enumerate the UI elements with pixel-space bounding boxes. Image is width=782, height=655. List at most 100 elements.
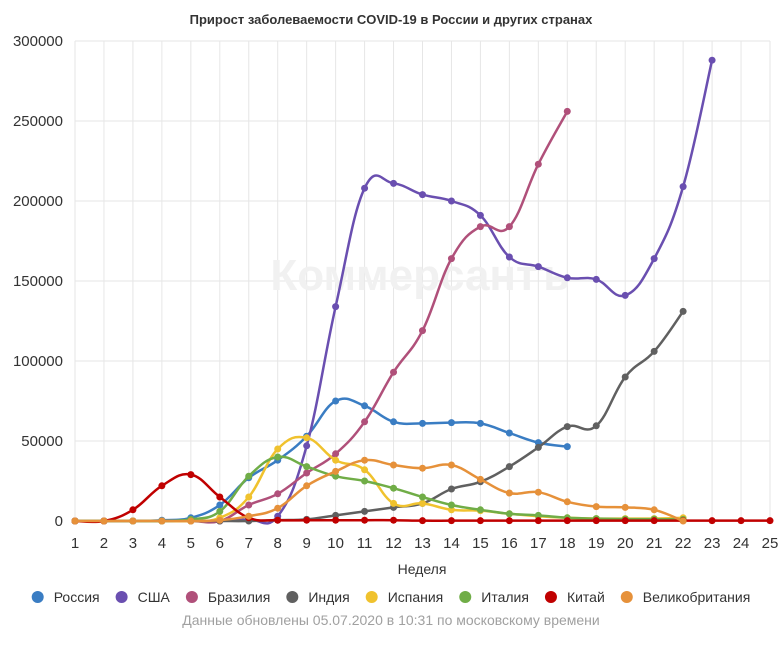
data-point bbox=[419, 191, 426, 199]
data-point bbox=[476, 517, 484, 525]
legend-label: Россия bbox=[54, 589, 100, 605]
data-point bbox=[592, 275, 600, 283]
data-point bbox=[447, 461, 455, 469]
y-tick-label: 50000 bbox=[21, 433, 63, 450]
data-point bbox=[390, 179, 398, 187]
y-tick-label: 300000 bbox=[13, 33, 63, 50]
x-tick-label: 7 bbox=[245, 535, 253, 552]
data-point bbox=[390, 499, 398, 507]
data-point bbox=[534, 488, 542, 496]
data-point bbox=[476, 506, 484, 514]
x-tick-label: 15 bbox=[472, 535, 489, 552]
data-point bbox=[274, 490, 282, 498]
series-line bbox=[74, 310, 685, 523]
data-point bbox=[534, 439, 542, 447]
data-point bbox=[708, 56, 716, 64]
data-point bbox=[361, 516, 369, 524]
x-tick-label: 21 bbox=[646, 535, 663, 552]
legend-item[interactable]: Россия bbox=[31, 589, 100, 605]
data-point bbox=[419, 419, 426, 427]
data-point bbox=[332, 450, 340, 458]
legend-item[interactable]: Китай bbox=[544, 589, 605, 605]
data-point bbox=[737, 517, 745, 525]
x-tick-label: 11 bbox=[357, 535, 373, 552]
data-point bbox=[505, 463, 513, 471]
data-point bbox=[245, 512, 253, 520]
data-point bbox=[505, 510, 513, 518]
legend-label: Италия bbox=[481, 589, 529, 605]
data-point bbox=[332, 511, 340, 519]
x-tick-label: 23 bbox=[704, 535, 721, 552]
data-point bbox=[361, 184, 369, 192]
data-point bbox=[419, 464, 426, 472]
x-tick-label: 5 bbox=[187, 535, 195, 552]
data-point bbox=[447, 255, 455, 263]
data-point bbox=[303, 482, 311, 490]
legend-label: Бразилия bbox=[208, 589, 270, 605]
data-point bbox=[361, 477, 369, 485]
data-point bbox=[650, 506, 658, 514]
series-2 bbox=[71, 107, 571, 525]
legend-label: Индия bbox=[308, 589, 349, 605]
data-point bbox=[303, 442, 311, 450]
legend-label: Великобритания bbox=[643, 589, 751, 605]
x-tick-label: 8 bbox=[274, 535, 282, 552]
x-tick-label: 13 bbox=[414, 535, 431, 552]
legend-item[interactable]: Индия bbox=[286, 589, 350, 605]
legend-item[interactable]: Бразилия bbox=[185, 589, 270, 605]
legend-marker bbox=[31, 591, 44, 603]
legend-item[interactable]: Италия bbox=[459, 589, 529, 605]
data-point bbox=[245, 472, 253, 480]
legend-marker bbox=[286, 591, 299, 603]
x-tick-label: 6 bbox=[216, 535, 224, 552]
data-point bbox=[361, 456, 369, 464]
data-point bbox=[303, 469, 311, 477]
data-point bbox=[129, 506, 137, 514]
y-tick-label: 150000 bbox=[13, 273, 63, 290]
data-point bbox=[708, 517, 716, 525]
data-point bbox=[476, 475, 484, 483]
legend-item[interactable]: США bbox=[115, 589, 171, 605]
data-point bbox=[592, 503, 600, 511]
data-point bbox=[534, 160, 542, 168]
data-point bbox=[447, 485, 455, 493]
data-point bbox=[332, 456, 340, 464]
data-point bbox=[216, 501, 224, 509]
data-point bbox=[563, 517, 571, 525]
x-tick-label: 2 bbox=[100, 535, 108, 552]
data-point bbox=[534, 511, 542, 519]
x-tick-label: 22 bbox=[675, 535, 692, 552]
legend-item[interactable]: Испания bbox=[365, 589, 444, 605]
data-point bbox=[216, 493, 224, 501]
data-point bbox=[766, 517, 774, 525]
chart-title: Прирост заболеваемости COVID-19 в России… bbox=[190, 12, 594, 27]
legend-label: США bbox=[138, 589, 171, 605]
series-3 bbox=[71, 307, 687, 525]
data-point bbox=[332, 467, 340, 475]
data-point bbox=[361, 402, 369, 410]
data-point bbox=[216, 507, 224, 515]
data-point bbox=[245, 493, 253, 501]
data-point bbox=[679, 517, 687, 525]
legend-item[interactable]: Великобритания bbox=[620, 589, 751, 605]
y-tick-label: 200000 bbox=[13, 193, 63, 210]
data-point bbox=[476, 223, 484, 231]
legend-marker bbox=[365, 591, 378, 603]
data-point bbox=[476, 211, 484, 219]
data-point bbox=[447, 197, 455, 205]
x-tick-label: 9 bbox=[302, 535, 310, 552]
data-point bbox=[332, 303, 340, 311]
data-point bbox=[534, 443, 542, 451]
y-tick-label: 0 bbox=[55, 513, 63, 530]
x-tick-label: 1 bbox=[71, 535, 79, 552]
legend-marker bbox=[620, 591, 633, 603]
x-tick-label: 20 bbox=[617, 535, 634, 552]
x-tick-label: 24 bbox=[733, 535, 750, 552]
x-tick-label: 17 bbox=[530, 535, 547, 552]
series-lines bbox=[71, 56, 774, 525]
data-point bbox=[621, 291, 629, 299]
data-point bbox=[187, 517, 195, 525]
y-tick-label: 250000 bbox=[13, 113, 63, 130]
